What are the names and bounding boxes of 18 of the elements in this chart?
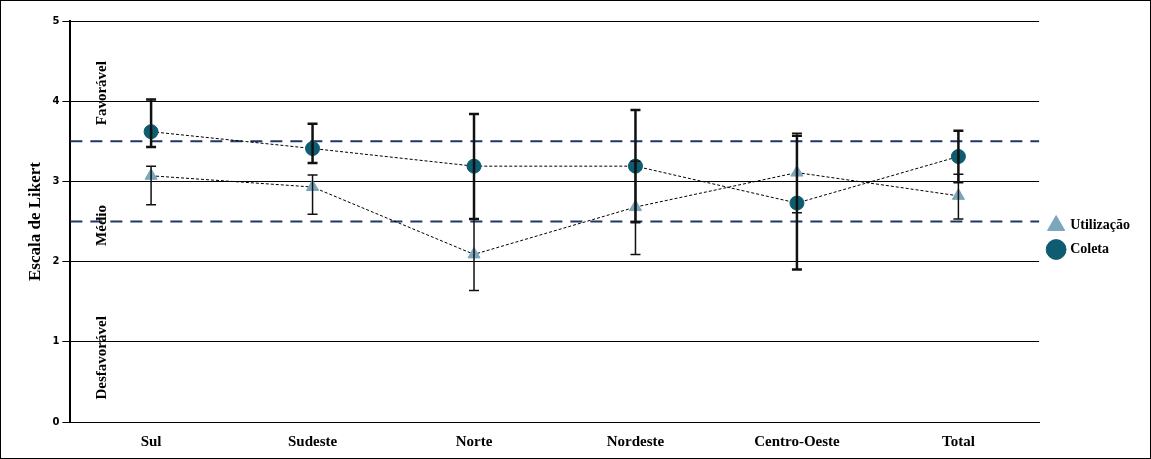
y-tick-label: 1	[52, 335, 60, 347]
y-axis-title: Escala de Likert	[24, 161, 44, 281]
y-tick-label: 4	[52, 94, 60, 106]
annotation: Desfavorável	[93, 316, 110, 400]
x-tick-label: Nordeste	[606, 432, 665, 449]
y-tick-label: 2	[52, 255, 60, 267]
x-tick-label: Norte	[455, 432, 493, 449]
x-tick-label: Total	[942, 432, 975, 449]
y-tick-label: 3	[52, 174, 60, 186]
annotation: Médio	[93, 205, 110, 246]
x-tick-label: Centro-Oeste	[754, 432, 841, 449]
x-tick-label: Sudeste	[287, 432, 338, 449]
annotation: Favorável	[93, 61, 110, 126]
legend-label: Utilização	[1070, 217, 1131, 233]
y-tick-label: 5	[52, 14, 60, 26]
legend-label: Coleta	[1070, 241, 1110, 257]
y-tick-label: 0	[52, 415, 60, 427]
x-tick-label: Sul	[140, 432, 162, 449]
